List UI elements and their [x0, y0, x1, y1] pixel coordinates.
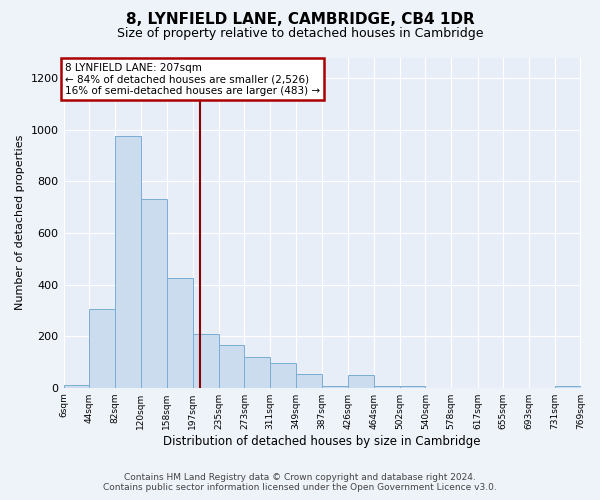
Bar [555, 386, 581, 388]
Bar [270, 363, 296, 388]
Bar [64, 385, 89, 388]
Text: 8, LYNFIELD LANE, CAMBRIDGE, CB4 1DR: 8, LYNFIELD LANE, CAMBRIDGE, CB4 1DR [125, 12, 475, 28]
Bar [115, 136, 141, 388]
Text: 8 LYNFIELD LANE: 207sqm
← 84% of detached houses are smaller (2,526)
16% of semi: 8 LYNFIELD LANE: 207sqm ← 84% of detache… [65, 62, 320, 96]
Bar [141, 200, 167, 388]
Bar [193, 334, 218, 388]
Bar [374, 386, 400, 388]
Bar [244, 357, 270, 388]
Bar [348, 375, 374, 388]
Bar [400, 386, 425, 388]
X-axis label: Distribution of detached houses by size in Cambridge: Distribution of detached houses by size … [163, 434, 481, 448]
Bar [322, 386, 348, 388]
Y-axis label: Number of detached properties: Number of detached properties [15, 135, 25, 310]
Bar [167, 278, 193, 388]
Bar [89, 308, 115, 388]
Text: Size of property relative to detached houses in Cambridge: Size of property relative to detached ho… [117, 28, 483, 40]
Bar [296, 374, 322, 388]
Bar [218, 345, 244, 388]
Text: Contains HM Land Registry data © Crown copyright and database right 2024.
Contai: Contains HM Land Registry data © Crown c… [103, 473, 497, 492]
